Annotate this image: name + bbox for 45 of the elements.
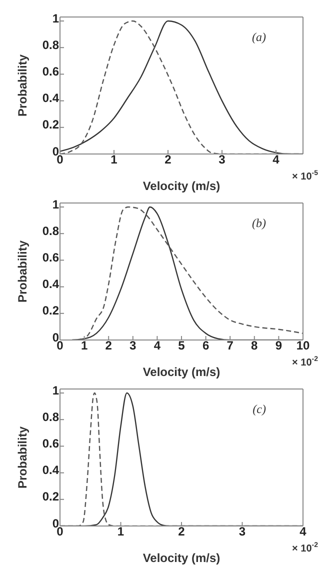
annotation: (a) xyxy=(252,30,266,44)
x-tick-label: 1 xyxy=(117,524,124,539)
x-tick-label: 3 xyxy=(218,152,226,167)
y-axis-title: Probability xyxy=(15,426,30,489)
y-tick-label: 0.2 xyxy=(42,304,60,318)
x-tick-label: 8 xyxy=(251,338,258,353)
y-axis-title: Probability xyxy=(15,54,30,117)
x-tick-label: 3 xyxy=(130,338,137,353)
y-tick-label: 0.2 xyxy=(42,490,60,504)
y-tick-label: 0.6 xyxy=(42,64,60,78)
y-axis-title: Probability xyxy=(15,240,30,303)
y-tick-label: 0.8 xyxy=(42,224,60,238)
y-tick-label: 0.6 xyxy=(42,436,60,450)
y-tick-label: 0.2 xyxy=(42,118,60,132)
y-tick-label: 1 xyxy=(52,383,60,398)
x-tick-label: 1 xyxy=(110,152,118,167)
x-tick-label: 4 xyxy=(272,152,280,167)
y-tick-label: 1 xyxy=(52,197,60,212)
y-tick-label: 0.8 xyxy=(42,410,60,424)
text: × 10$^{-2}$ xyxy=(292,356,318,368)
x-tick-label: 2 xyxy=(105,338,112,353)
x-tick-label: 6 xyxy=(202,338,210,353)
y-tick-label: 1 xyxy=(52,11,60,26)
x-axis-title: Velocity (m/s) xyxy=(142,179,220,193)
y-tick-label: 0.6 xyxy=(42,250,60,264)
x-axis-title: Velocity (m/s) xyxy=(142,365,220,379)
x-tick-label: 2 xyxy=(178,524,186,539)
x-tick-label: 2 xyxy=(164,152,172,167)
x-tick-label: 4 xyxy=(154,338,161,353)
x-tick-label: 1 xyxy=(80,338,88,353)
text: × 10$^{-5}$ xyxy=(292,170,318,182)
x-tick-label: 9 xyxy=(275,338,282,353)
x-tick-label: 7 xyxy=(226,338,234,353)
text: × 10$^{-2}$ xyxy=(292,542,318,554)
x-tick-label: 10 xyxy=(296,338,310,353)
x-tick-label: 3 xyxy=(238,524,246,539)
y-tick-label: 0.4 xyxy=(42,463,60,478)
y-tick-label: 0.8 xyxy=(42,38,60,52)
x-axis-title: Velocity (m/s) xyxy=(142,551,220,565)
x-tick-label: 4 xyxy=(300,524,307,539)
annotation: (c) xyxy=(252,402,266,416)
x-tick-label: 5 xyxy=(178,338,186,353)
annotation: (b) xyxy=(252,216,266,230)
y-tick-label: 0.4 xyxy=(42,91,60,106)
y-tick-label: 0.4 xyxy=(42,277,60,292)
